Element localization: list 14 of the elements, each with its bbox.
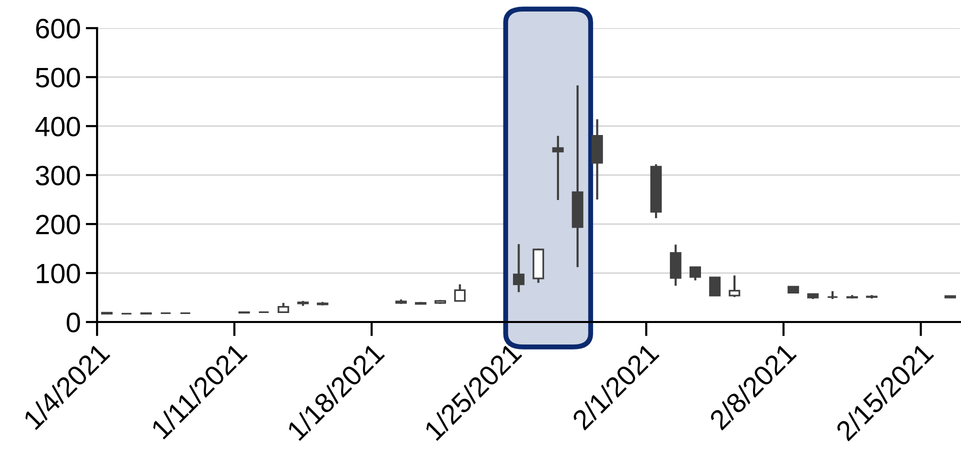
y-tick-label: 500: [36, 68, 80, 88]
candlestick: [454, 283, 466, 302]
candlestick: [513, 243, 524, 294]
y-tick-label: 600: [36, 18, 80, 38]
y-tick-label: 200: [36, 214, 80, 234]
candlestick: [690, 266, 701, 282]
y-tick-label: 0: [66, 312, 80, 332]
y-tick-label: 300: [36, 166, 80, 186]
candlestick: [552, 134, 564, 202]
candlestick: [278, 302, 290, 314]
candlestick: [728, 274, 740, 298]
candlestick: [709, 276, 721, 296]
y-tick-label: 100: [36, 264, 80, 284]
y-tick-label: 400: [35, 116, 80, 136]
